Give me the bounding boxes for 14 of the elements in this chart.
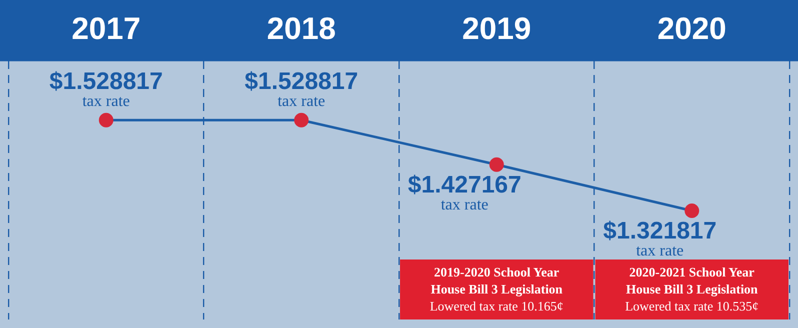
x-tick-label: 2019 bbox=[462, 11, 532, 46]
text: tax rate bbox=[636, 242, 684, 260]
text: 2020-2021 School Year House Bill 3 Legislation Lowered tax rate 10.535¢ bbox=[625, 264, 759, 314]
x-tick-label: 2018 bbox=[266, 11, 336, 46]
data-label: $1.427167 bbox=[408, 172, 522, 199]
x-tick-label: 2017 bbox=[72, 11, 141, 46]
x-tick-label: 2020 bbox=[657, 11, 726, 46]
text: tax rate bbox=[82, 93, 130, 110]
text: tax rate bbox=[278, 93, 326, 110]
text: 2019-2020 School Year House Bill 3 Legislation Lowered tax rate 10.165¢ bbox=[430, 264, 564, 314]
data-label: $1.528817 bbox=[244, 68, 358, 96]
data-label: $1.321817 bbox=[603, 218, 717, 245]
annotation: tax rate bbox=[440, 196, 488, 214]
data-label: $1.528817 bbox=[49, 68, 163, 96]
